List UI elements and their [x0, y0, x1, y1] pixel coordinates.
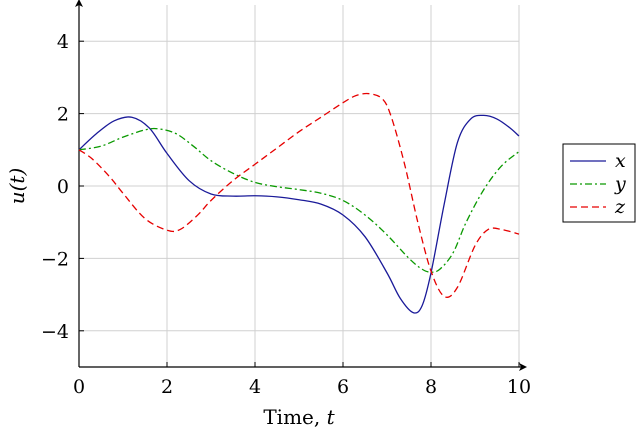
x-tick-label: 4 — [249, 376, 261, 398]
y-tick-label: 4 — [57, 31, 69, 53]
y-tick-label: −4 — [41, 321, 69, 343]
x-tick-label: 2 — [161, 376, 173, 398]
x-axis-arrow-icon — [519, 363, 527, 371]
legend: xyz — [562, 143, 636, 223]
x-tick-label: 6 — [337, 376, 349, 398]
legend-label-x: x — [615, 150, 626, 172]
x-axis-label: Time, t — [263, 405, 335, 429]
x-tick-label: 10 — [507, 376, 531, 398]
legend-label-z: z — [614, 196, 626, 218]
series-line-z — [78, 92, 520, 298]
legend-label-y: y — [614, 173, 626, 195]
grid — [79, 5, 519, 367]
axis-ticks: 0 2 4 6 8 10 −4 −2 0 2 4 — [41, 31, 531, 398]
y-tick-label: 2 — [57, 104, 69, 126]
plot-frame — [75, 0, 527, 371]
y-axis-label: u(t) — [5, 168, 29, 205]
y-axis-arrow-icon — [75, 0, 83, 7]
x-tick-label: 8 — [425, 376, 437, 398]
y-tick-label: −2 — [41, 248, 69, 270]
x-tick-label: 0 — [73, 376, 85, 398]
legend-box — [562, 143, 636, 223]
series-line-y — [78, 127, 520, 273]
y-tick-label: 0 — [57, 176, 69, 198]
series-layer — [78, 92, 520, 314]
series-line-x — [78, 114, 520, 314]
